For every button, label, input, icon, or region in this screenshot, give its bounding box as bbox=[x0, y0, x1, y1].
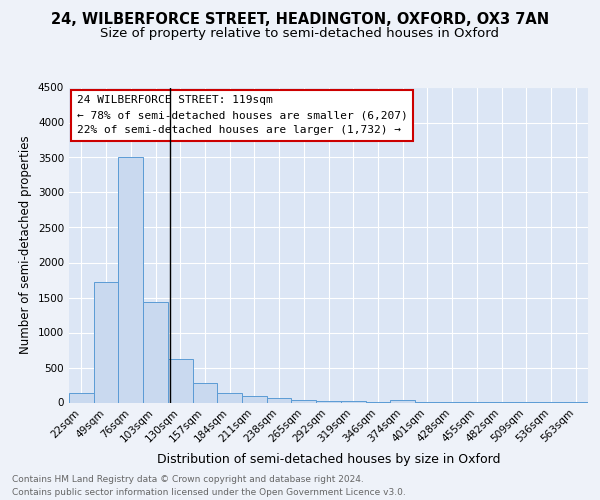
Bar bbox=[193, 383, 217, 402]
Bar bbox=[94, 282, 118, 403]
Bar bbox=[292, 400, 316, 402]
Text: Contains HM Land Registry data © Crown copyright and database right 2024.: Contains HM Land Registry data © Crown c… bbox=[12, 476, 364, 484]
Y-axis label: Number of semi-detached properties: Number of semi-detached properties bbox=[19, 136, 32, 354]
Text: Size of property relative to semi-detached houses in Oxford: Size of property relative to semi-detach… bbox=[101, 28, 499, 40]
Bar bbox=[390, 400, 415, 402]
Bar bbox=[143, 302, 168, 402]
Bar bbox=[118, 158, 143, 402]
Bar bbox=[168, 359, 193, 403]
Text: 24, WILBERFORCE STREET, HEADINGTON, OXFORD, OX3 7AN: 24, WILBERFORCE STREET, HEADINGTON, OXFO… bbox=[51, 12, 549, 28]
Bar bbox=[267, 398, 292, 402]
Bar bbox=[242, 396, 267, 402]
Text: 24 WILBERFORCE STREET: 119sqm
← 78% of semi-detached houses are smaller (6,207)
: 24 WILBERFORCE STREET: 119sqm ← 78% of s… bbox=[77, 96, 407, 135]
Text: Contains public sector information licensed under the Open Government Licence v3: Contains public sector information licen… bbox=[12, 488, 406, 497]
Bar bbox=[217, 392, 242, 402]
Bar bbox=[316, 401, 341, 402]
X-axis label: Distribution of semi-detached houses by size in Oxford: Distribution of semi-detached houses by … bbox=[157, 452, 500, 466]
Bar bbox=[69, 394, 94, 402]
